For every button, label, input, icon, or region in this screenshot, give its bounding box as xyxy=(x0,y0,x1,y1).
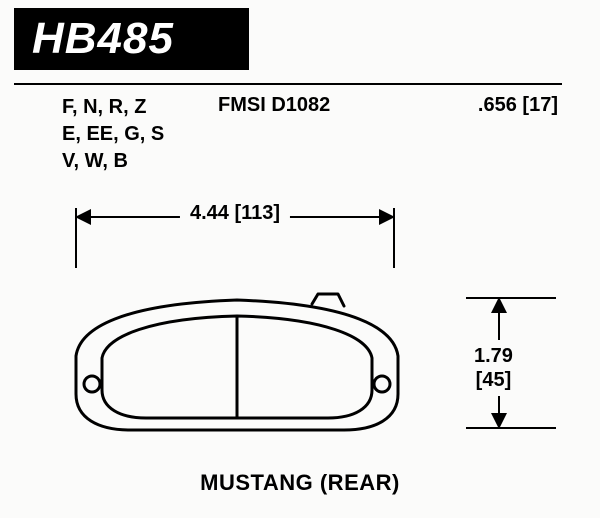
brake-pad-outline xyxy=(62,284,412,442)
fmsi-code: FMSI D1082 xyxy=(218,94,330,117)
arrow-down-icon xyxy=(491,413,507,429)
extension-line-right xyxy=(393,208,395,268)
width-inches: 4.44 xyxy=(190,202,229,224)
codes-line-3: V, W, B xyxy=(62,148,164,175)
application-label: MUSTANG (REAR) xyxy=(0,470,600,496)
height-inches: 1.79 xyxy=(474,345,513,367)
arrow-up-icon xyxy=(491,297,507,313)
divider-line xyxy=(14,83,562,85)
height-label: 1.79 [45] xyxy=(470,340,517,396)
height-mm: 45 xyxy=(482,369,504,391)
arrow-left-icon xyxy=(75,209,91,225)
compound-codes: F, N, R, Z E, EE, G, S V, W, B xyxy=(62,94,164,175)
thickness-mm: 17 xyxy=(529,94,551,116)
height-dimension: 1.79 [45] xyxy=(488,298,558,428)
thickness-spec: .656 [17] xyxy=(478,94,558,117)
codes-line-2: E, EE, G, S xyxy=(62,121,164,148)
codes-line-1: F, N, R, Z xyxy=(62,94,164,121)
part-number-header: HB485 xyxy=(14,8,249,70)
width-dimension: 4.44 [113] xyxy=(76,204,394,230)
thickness-inches: .656 xyxy=(478,94,517,116)
width-mm: 113 xyxy=(241,202,273,224)
part-number: HB485 xyxy=(32,14,174,64)
width-label: 4.44 [113] xyxy=(180,202,290,225)
extension-line-left xyxy=(75,208,77,268)
